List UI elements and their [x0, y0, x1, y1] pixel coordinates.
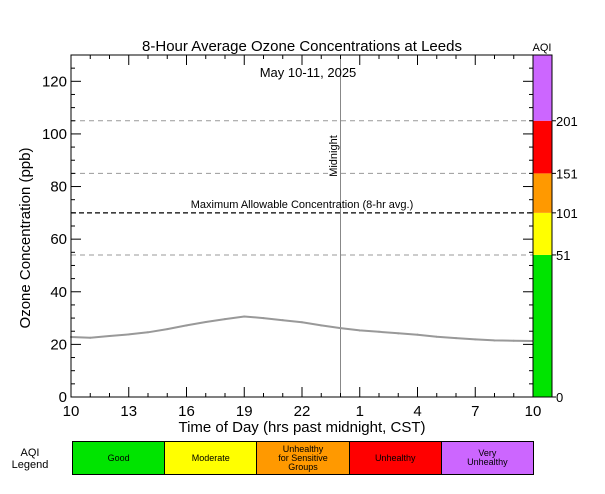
- aqi-band-4: [533, 55, 552, 121]
- aqi-band-3: [533, 120, 552, 174]
- max-allowable-label: Maximum Allowable Concentration (8-hr av…: [191, 199, 414, 211]
- aqi-tick-label-1: 51: [556, 248, 570, 263]
- data-point: [108, 334, 111, 337]
- aqi-tick-label-3: 151: [556, 166, 578, 181]
- threshold-lines: [71, 55, 533, 397]
- x-tick-label-8: 10: [525, 403, 542, 420]
- data-point: [224, 318, 226, 321]
- aqi-tick-label-4: 201: [556, 114, 578, 129]
- aqi-legend-item-0: Good: [73, 442, 166, 474]
- data-point: [262, 317, 265, 320]
- data-point: [416, 333, 419, 336]
- aqi-tick-label-2: 101: [556, 206, 578, 221]
- x-tick-label-1: 13: [120, 403, 137, 420]
- data-point: [301, 321, 303, 324]
- midnight-label: Midnight: [328, 135, 340, 177]
- y-axis-label: Ozone Concentration (ppb): [17, 148, 34, 329]
- aqi-band-1: [533, 212, 552, 255]
- aqi-legend-item-2: Unhealthy for Sensitive Groups: [257, 442, 350, 474]
- aqi-bar-title: AQI: [533, 42, 552, 54]
- data-point: [378, 330, 380, 333]
- data-point: [185, 324, 188, 327]
- aqi-legend-title: AQI Legend: [11, 447, 49, 471]
- ozone-series-line: [70, 315, 534, 342]
- data-point: [89, 336, 92, 339]
- aqi-legend-item-1: Moderate: [165, 442, 258, 474]
- data-point: [435, 335, 438, 338]
- data-point: [281, 319, 284, 322]
- x-tick-label-0: 10: [63, 403, 80, 420]
- y-tick-label-6: 120: [42, 73, 67, 90]
- x-tick-label-5: 1: [356, 403, 364, 420]
- plot-axes: [70, 54, 534, 398]
- series-line-group: [70, 315, 534, 342]
- y-tick-label-3: 60: [50, 231, 67, 248]
- aqi-band-0: [533, 254, 552, 397]
- x-tick-label-6: 4: [413, 403, 421, 420]
- y-tick-label-4: 80: [50, 179, 67, 196]
- aqi-legend: Good Moderate Unhealthy for Sensitive Grou…: [72, 441, 534, 475]
- data-point: [493, 339, 496, 342]
- plot-frame: [70, 54, 534, 398]
- data-point: [243, 315, 246, 318]
- aqi-band-2: [533, 173, 552, 213]
- chart-text-labels: 0 20 40 60 80 100 120 10 13 16 19 22 1 4 7 10: [42, 73, 541, 420]
- x-tick-label-2: 16: [178, 403, 195, 420]
- data-point: [358, 329, 361, 332]
- data-point: [320, 324, 323, 327]
- data-point: [397, 332, 400, 335]
- x-tick-label-7: 7: [471, 403, 479, 420]
- aqi-color-bar: 0 51 101 151 201: [532, 54, 578, 405]
- data-point: [512, 339, 515, 342]
- aqi-legend-item-3: Unhealthy: [349, 442, 442, 474]
- x-axis-label: Time of Day (hrs past midnight, CST): [178, 419, 425, 436]
- data-point: [455, 337, 457, 340]
- y-tick-label-5: 100: [42, 126, 67, 143]
- y-tick-label-0: 0: [59, 389, 67, 406]
- data-point: [339, 327, 342, 330]
- y-tick-label-1: 20: [50, 336, 67, 353]
- aqi-tick-label-0: 0: [556, 390, 563, 405]
- chart-title: 8-Hour Average Ozone Concentrations at L…: [142, 38, 462, 55]
- data-point: [204, 321, 207, 324]
- data-point: [166, 328, 169, 331]
- aqi-legend-item-4: Very Unhealthy: [441, 442, 534, 474]
- y-tick-label-2: 40: [50, 284, 67, 301]
- x-tick-label-4: 22: [294, 403, 311, 420]
- data-point: [147, 331, 149, 334]
- x-tick-label-3: 19: [236, 403, 253, 420]
- data-point: [127, 333, 130, 336]
- data-point: [474, 338, 477, 341]
- chart-subtitle: May 10-11, 2025: [260, 65, 357, 80]
